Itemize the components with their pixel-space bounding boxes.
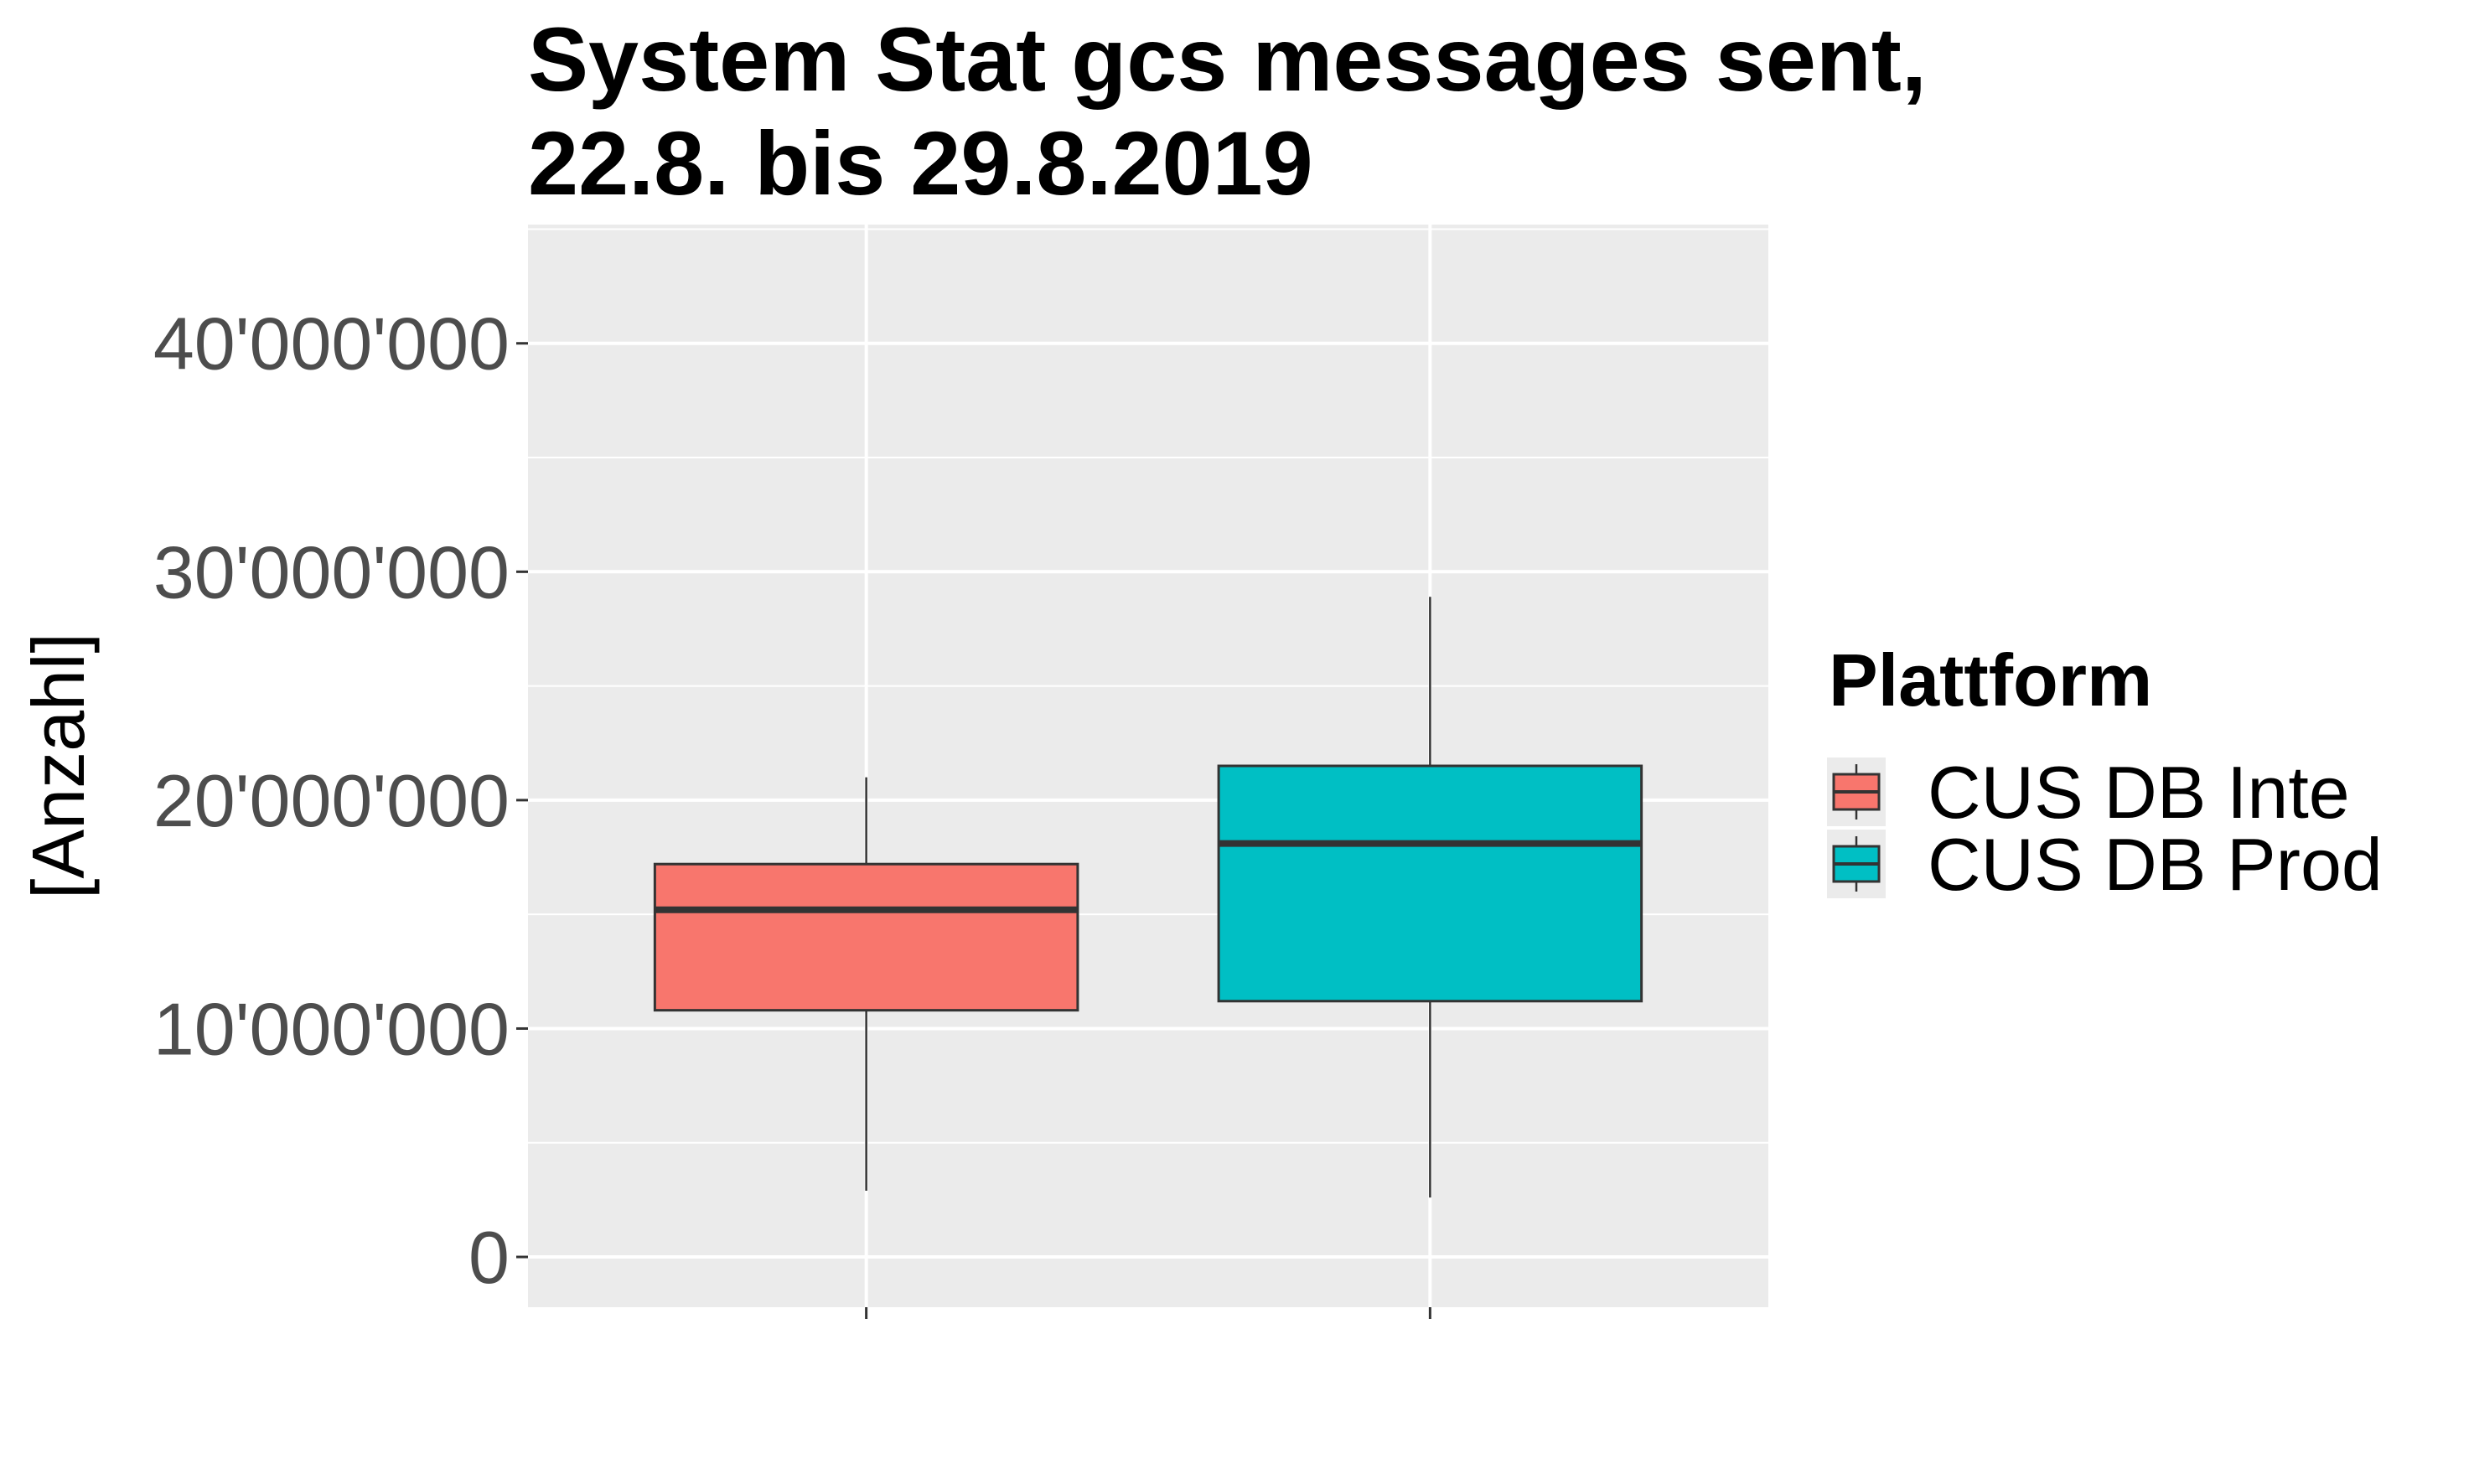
box-plots [653,597,1643,1198]
chart-title-line-1: System Stat gcs messages sent, [528,8,1927,110]
y-tick-label: 0 [468,1216,510,1299]
legend-key-cus-db-prod [1827,830,1886,898]
box-body [1217,764,1643,1003]
legend-entry-label: CUS DB Inte [1928,751,2350,834]
y-tick-label: 10'000'000 [153,987,510,1070]
box-cus-db-inte [653,777,1079,1191]
legend-title: Plattform [1829,639,2152,721]
y-tick-label: 30'000'000 [153,530,510,613]
legend-entry-label: CUS DB Prod [1928,823,2383,906]
box-body [653,862,1079,1012]
axes: 0 10'000'000 20'000'000 30'000'000 40'000'00… [153,302,1431,1319]
legend-key-cus-db-inte [1827,758,1886,826]
y-tick-label: 20'000'000 [153,759,510,842]
chart-title-line-2: 22.8. bis 29.8.2019 [528,112,1313,214]
y-axis-label: [Anzahl] [17,633,100,899]
box-cus-db-prod [1217,597,1643,1198]
y-tick-label: 40'000'000 [153,302,510,385]
chart-title: System Stat gcs messages sent, 22.8. bis… [528,8,1927,214]
